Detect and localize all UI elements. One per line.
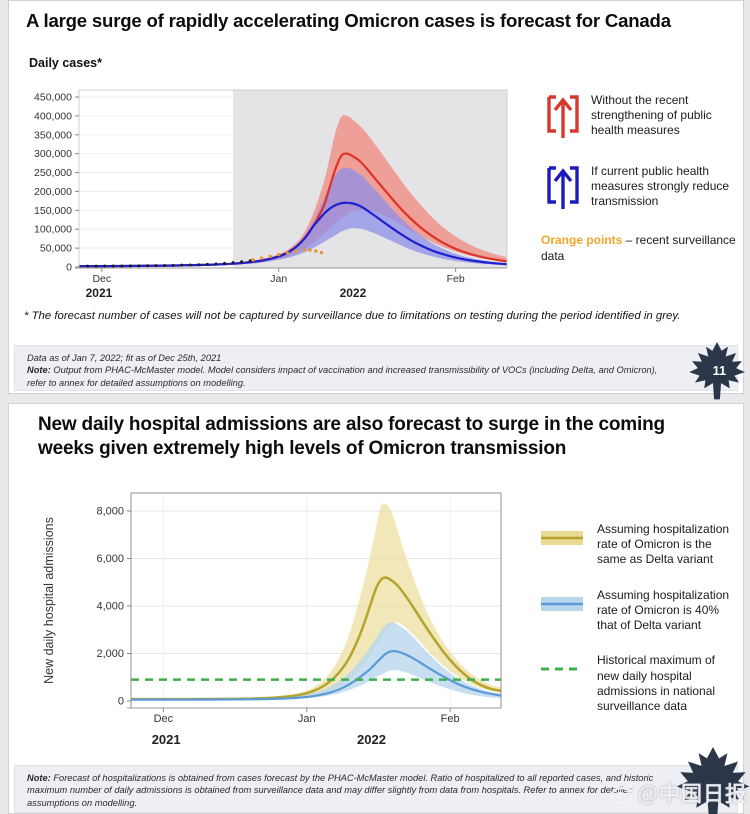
legend-label: Assuming hospitalization rate of Omicron… [597,522,730,567]
legend-item-40pct-of-delta: Assuming hospitalization rate of Omicron… [539,588,739,634]
svg-text:Feb: Feb [447,273,465,285]
svg-text:0: 0 [118,696,124,708]
svg-text:Jan: Jan [298,713,316,725]
svg-text:6,000: 6,000 [96,553,124,565]
maple-leaf-badge [676,747,750,814]
svg-text:250,000: 250,000 [34,167,72,179]
model-note-line: Note: Forecast of hospitalizations is ob… [27,772,665,809]
slide-2-card: New daily hospital admissions are also f… [8,403,750,814]
slide-1-card: A large surge of rapidly accelerating Om… [8,0,745,400]
note-text: Output from PHAC-McMaster model. Model c… [27,365,658,388]
orange-points-label: Orange points [541,233,623,247]
green-dashed-line-swatch-icon [539,653,597,714]
slide-2-title: New daily hospital admissions are also f… [38,413,733,462]
svg-text:450,000: 450,000 [34,92,72,104]
legend-item-same-as-delta: Assuming hospitalization rate of Omicron… [539,522,739,568]
svg-text:2022: 2022 [340,286,367,300]
svg-text:100,000: 100,000 [34,224,72,236]
svg-text:2,000: 2,000 [96,648,124,660]
legend-label: Without the recent strengthening of publ… [591,93,712,138]
yellow-band-swatch-icon [539,522,597,568]
orange-points-rest: – recent surveillance data [541,233,736,263]
weibo-watermark: @中国日报 [609,778,747,808]
blue-up-arrow-box-icon [541,162,591,217]
slide-2-title-line2: weeks given extremely high levels of Omi… [38,438,567,460]
svg-text:Jan: Jan [270,273,287,285]
svg-text:8,000: 8,000 [96,506,124,518]
svg-text:New daily hospital admissions: New daily hospital admissions [42,517,56,684]
svg-text:150,000: 150,000 [34,205,72,217]
legend-item-with-measures: If current public health measures strong… [541,162,739,217]
svg-text:2021: 2021 [86,286,113,300]
slide-1-title: A large surge of rapidly accelerating Om… [26,10,671,31]
svg-text:Feb: Feb [441,713,460,725]
legend-item-historical-max: Historical maximum of new daily hospital… [539,653,739,714]
page-number: 11 [713,363,726,378]
red-box-outline [547,95,579,133]
svg-text:2021: 2021 [152,732,181,747]
note-text: Forecast of hospitalizations is obtained… [27,773,654,808]
blue-up-arrow [553,168,573,209]
weibo-eye-icon [610,782,635,804]
model-note-line: Note: Output from PHAC-McMaster model. M… [27,364,665,389]
red-up-arrow-box-icon [541,91,591,146]
blue-box-outline [547,166,579,204]
daily-cases-axis-title: Daily cases* [29,56,102,70]
svg-text:50,000: 50,000 [40,243,72,255]
svg-text:Dec: Dec [154,713,174,725]
slide-1-footer: Data as of Jan 7, 2022; fit as of Dec 25… [14,345,738,391]
slide-1-legend: Without the recent strengthening of publ… [541,91,739,264]
red-up-arrow [553,97,573,138]
legend-label: Historical maximum of new daily hospital… [597,653,716,714]
svg-text:0: 0 [66,262,72,274]
blue-band-swatch-icon [539,588,597,634]
svg-text:4,000: 4,000 [96,601,124,613]
daily-cases-chart: 0 50,000 100,000 150,000 200,000 250,000 300,0… [34,89,508,300]
maple-leaf-icon [689,342,745,400]
watermark-text: @中国日报 [637,783,747,806]
slide-2-title-line1: New daily hospital admissions are also f… [38,414,665,435]
legend-label: Assuming hospitalization rate of Omicron… [597,587,730,633]
legend-item-orange-points: Orange points – recent surveillance data [541,233,739,264]
hospital-admissions-chart: 0 2,000 4,000 6,000 8,000 Dec Jan Feb 2021 2022 Ne… [42,492,502,747]
svg-text:300,000: 300,000 [34,148,72,160]
svg-text:2022: 2022 [357,732,386,747]
maple-leaf-icon [676,747,750,814]
svg-text:400,000: 400,000 [34,110,72,122]
legend-item-without-measures: Without the recent strengthening of publ… [541,91,739,146]
svg-text:200,000: 200,000 [34,186,72,198]
note-label: Note: [27,773,51,783]
legend-label: If current public health measures strong… [591,164,730,209]
svg-text:350,000: 350,000 [34,129,72,141]
data-as-of-line: Data as of Jan 7, 2022; fit as of Dec 25… [27,353,222,363]
note-label: Note: [27,365,51,376]
slide-1-footnote: * The forecast number of cases will not … [24,310,681,322]
maple-leaf-page-badge: 11 [689,342,745,400]
svg-text:Dec: Dec [92,273,111,285]
slide-2-legend: Assuming hospitalization rate of Omicron… [539,522,739,734]
